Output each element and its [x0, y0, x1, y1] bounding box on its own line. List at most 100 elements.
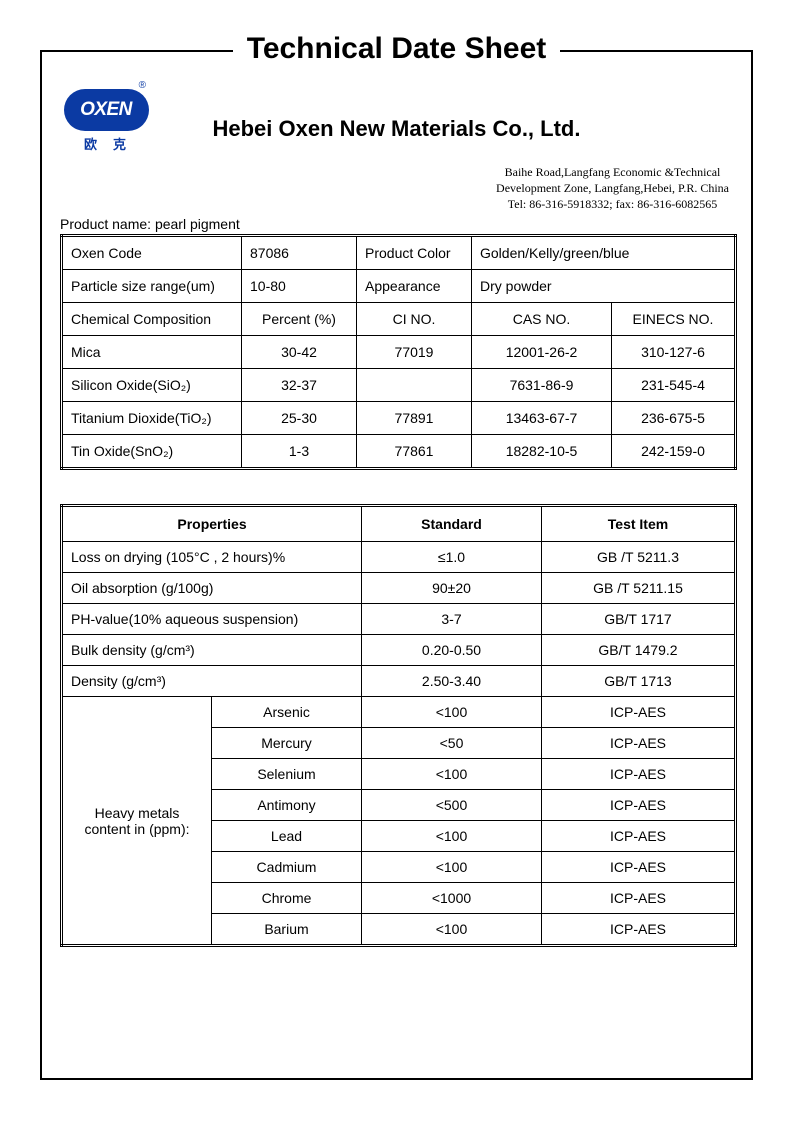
- address-block: Baihe Road,Langfang Economic &Technical …: [496, 164, 729, 213]
- cell: PH-value(10% aqueous suspension): [62, 604, 362, 635]
- cell: GB /T 5211.3: [542, 542, 736, 573]
- title-wrap: Technical Date Sheet: [42, 32, 751, 66]
- header-cell: Test Item: [542, 506, 736, 542]
- properties-table-wrap: Properties Standard Test Item Loss on dr…: [60, 504, 737, 947]
- cell: Percent (%): [242, 303, 357, 336]
- cell: Product Color: [357, 236, 472, 270]
- cell: ICP-AES: [542, 697, 736, 728]
- cell: GB/T 1717: [542, 604, 736, 635]
- table-row: Properties Standard Test Item: [62, 506, 736, 542]
- cell: Oil absorption (g/100g): [62, 573, 362, 604]
- cell: Appearance: [357, 270, 472, 303]
- cell: ≤1.0: [362, 542, 542, 573]
- cell: 242-159-0: [612, 435, 736, 469]
- cell: 25-30: [242, 402, 357, 435]
- table-row: Oxen Code 87086 Product Color Golden/Kel…: [62, 236, 736, 270]
- table-row: Loss on drying (105°C , 2 hours)% ≤1.0 G…: [62, 542, 736, 573]
- cell: ICP-AES: [542, 821, 736, 852]
- cell: <50: [362, 728, 542, 759]
- header-cell: Properties: [62, 506, 362, 542]
- cell: 310-127-6: [612, 336, 736, 369]
- metals-label-cell: Heavy metals content in (ppm):: [62, 697, 212, 946]
- cell: 18282-10-5: [472, 435, 612, 469]
- cell: Oxen Code: [62, 236, 242, 270]
- page-frame: Technical Date Sheet ® OXEN 欧克 Hebei Oxe…: [40, 50, 753, 1080]
- cell: 236-675-5: [612, 402, 736, 435]
- cell: 231-545-4: [612, 369, 736, 402]
- cell: Density (g/cm³): [62, 666, 362, 697]
- cell: Titanium Dioxide(TiO₂): [62, 402, 242, 435]
- cell: Particle size range(um): [62, 270, 242, 303]
- address-line: Baihe Road,Langfang Economic &Technical: [496, 164, 729, 180]
- composition-table-wrap: Oxen Code 87086 Product Color Golden/Kel…: [60, 234, 737, 470]
- cell: 77861: [357, 435, 472, 469]
- cell: Chemical Composition: [62, 303, 242, 336]
- header-cell: Standard: [362, 506, 542, 542]
- table-row: Silicon Oxide(SiO₂) 32-37 7631-86-9 231-…: [62, 369, 736, 402]
- cell: Chrome: [212, 883, 362, 914]
- cell: 30-42: [242, 336, 357, 369]
- cell: 13463-67-7: [472, 402, 612, 435]
- cell: [357, 369, 472, 402]
- cell: ICP-AES: [542, 728, 736, 759]
- cell: 0.20-0.50: [362, 635, 542, 666]
- cell: ICP-AES: [542, 790, 736, 821]
- cell: Arsenic: [212, 697, 362, 728]
- table-row: Titanium Dioxide(TiO₂) 25-30 77891 13463…: [62, 402, 736, 435]
- cell: EINECS NO.: [612, 303, 736, 336]
- cell: GB/T 1479.2: [542, 635, 736, 666]
- cell: 90±20: [362, 573, 542, 604]
- cell: 32-37: [242, 369, 357, 402]
- page-title: Technical Date Sheet: [233, 32, 561, 66]
- cell: 1-3: [242, 435, 357, 469]
- cell: ICP-AES: [542, 914, 736, 946]
- product-name: Product name: pearl pigment: [60, 216, 240, 232]
- cell: Antimony: [212, 790, 362, 821]
- properties-table: Properties Standard Test Item Loss on dr…: [60, 504, 737, 947]
- cell: CAS NO.: [472, 303, 612, 336]
- cell: 2.50-3.40: [362, 666, 542, 697]
- company-name: Hebei Oxen New Materials Co., Ltd.: [42, 116, 751, 142]
- cell: <100: [362, 914, 542, 946]
- cell: Bulk density (g/cm³): [62, 635, 362, 666]
- cell: 77019: [357, 336, 472, 369]
- cell: GB /T 5211.15: [542, 573, 736, 604]
- address-line: Tel: 86-316-5918332; fax: 86-316-6082565: [496, 196, 729, 212]
- cell: 7631-86-9: [472, 369, 612, 402]
- table-row: Particle size range(um) 10-80 Appearance…: [62, 270, 736, 303]
- cell: <1000: [362, 883, 542, 914]
- cell: ICP-AES: [542, 759, 736, 790]
- cell: <500: [362, 790, 542, 821]
- cell: ICP-AES: [542, 852, 736, 883]
- cell: <100: [362, 852, 542, 883]
- cell: ICP-AES: [542, 883, 736, 914]
- table-row: PH-value(10% aqueous suspension) 3-7 GB/…: [62, 604, 736, 635]
- address-line: Development Zone, Langfang,Hebei, P.R. C…: [496, 180, 729, 196]
- cell: 87086: [242, 236, 357, 270]
- cell: Silicon Oxide(SiO₂): [62, 369, 242, 402]
- table-row: Heavy metals content in (ppm): Arsenic <…: [62, 697, 736, 728]
- cell: <100: [362, 759, 542, 790]
- cell: Dry powder: [472, 270, 736, 303]
- cell: <100: [362, 697, 542, 728]
- cell: 3-7: [362, 604, 542, 635]
- table-row: Oil absorption (g/100g) 90±20 GB /T 5211…: [62, 573, 736, 604]
- cell: Golden/Kelly/green/blue: [472, 236, 736, 270]
- cell: 77891: [357, 402, 472, 435]
- cell: GB/T 1713: [542, 666, 736, 697]
- cell: Lead: [212, 821, 362, 852]
- cell: 12001-26-2: [472, 336, 612, 369]
- table-row: Density (g/cm³) 2.50-3.40 GB/T 1713: [62, 666, 736, 697]
- cell: Loss on drying (105°C , 2 hours)%: [62, 542, 362, 573]
- cell: 10-80: [242, 270, 357, 303]
- table-row: Chemical Composition Percent (%) CI NO. …: [62, 303, 736, 336]
- table-row: Mica 30-42 77019 12001-26-2 310-127-6: [62, 336, 736, 369]
- cell: <100: [362, 821, 542, 852]
- table-row: Tin Oxide(SnO₂) 1-3 77861 18282-10-5 242…: [62, 435, 736, 469]
- cell: Mica: [62, 336, 242, 369]
- cell: CI NO.: [357, 303, 472, 336]
- cell: Cadmium: [212, 852, 362, 883]
- cell: Mercury: [212, 728, 362, 759]
- table-row: Bulk density (g/cm³) 0.20-0.50 GB/T 1479…: [62, 635, 736, 666]
- cell: Tin Oxide(SnO₂): [62, 435, 242, 469]
